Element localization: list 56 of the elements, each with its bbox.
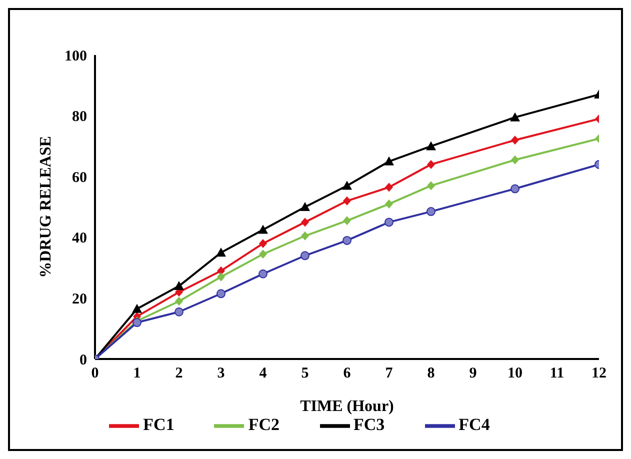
point [217,272,225,282]
point [259,250,267,259]
point [385,199,393,208]
y-tick-label: 100 [64,48,87,64]
legend-label: FC4 [458,414,490,434]
y-tick-label: 60 [72,170,87,186]
point [510,112,520,122]
y-tick-label: 20 [72,292,87,308]
point [301,231,309,240]
point [216,248,226,257]
legend-label: FC3 [354,414,385,434]
x-tick-label: 8 [427,366,435,382]
point [258,224,268,234]
point [384,218,394,227]
x-tick-label: 11 [550,366,564,382]
point [300,202,310,211]
point [342,180,352,190]
point [258,269,268,278]
point [174,281,184,290]
point [426,207,436,216]
legend-label: FC1 [143,414,174,434]
point [427,181,435,190]
point [174,307,184,316]
x-tick-label: 4 [259,366,268,382]
point [343,196,351,206]
y-tick-label: 80 [72,109,87,126]
y-tick-label: 0 [80,352,87,368]
point [343,216,351,226]
point [216,289,226,298]
point [132,304,142,313]
x-tick-label: 7 [385,366,394,382]
point [259,238,267,248]
point [384,156,394,166]
point [175,296,183,306]
point [300,251,310,260]
point [301,218,309,227]
point [426,141,436,150]
point [511,155,519,164]
x-tick-label: 6 [343,366,352,382]
x-tick-label: 2 [175,366,183,382]
x-tick-label: 3 [217,366,225,382]
point [342,236,352,245]
x-tick-label: 9 [469,366,477,382]
x-tick-label: 0 [91,366,99,382]
x-axis-title: TIME (Hour) [300,398,394,415]
legend-label: FC2 [248,414,280,434]
point [510,184,520,194]
y-tick-label: 40 [72,230,87,247]
x-tick-label: 10 [508,366,522,382]
y-axis-title: %DRUG RELEASE [38,136,55,278]
x-tick-label: 1 [133,366,141,382]
x-tick-label: 12 [592,366,606,382]
point [427,160,435,169]
point [385,182,393,192]
x-tick-label: 5 [301,366,309,382]
point [511,136,519,145]
